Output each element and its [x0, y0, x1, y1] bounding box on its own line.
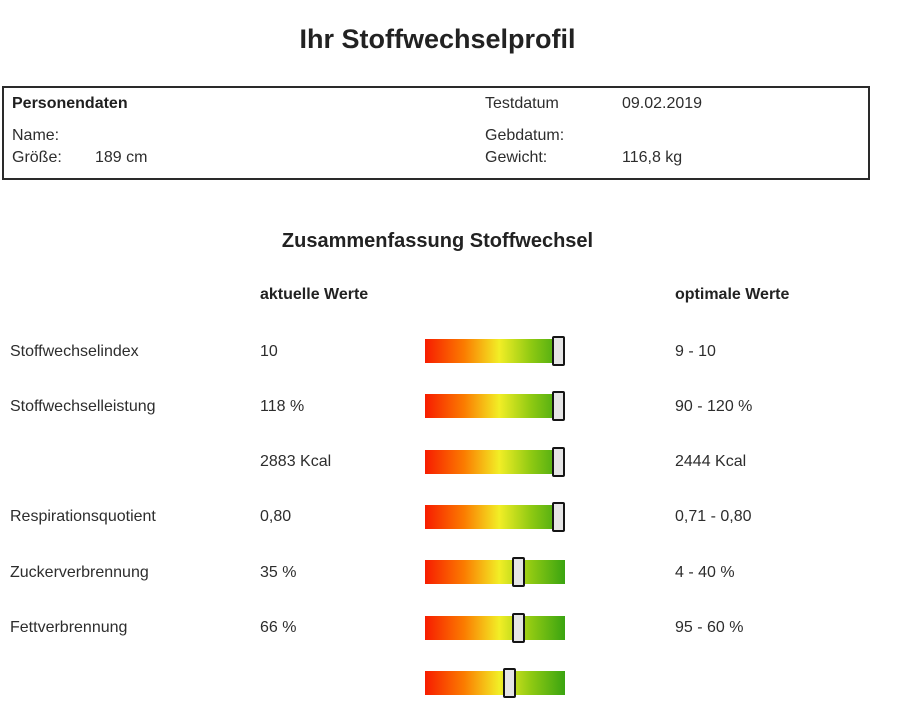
gauge-slider-handle [512, 557, 526, 588]
summary-row: Fettverbrennung 66 % 95 - 60 % [0, 601, 900, 656]
row-optimal-value: 4 - 40 % [675, 563, 735, 581]
row-optimal-value: 9 - 10 [675, 342, 716, 360]
row-current-value: 66 % [260, 619, 297, 636]
metabolism-report-page: { "title": "Ihr Stoffwechselprofil", "pe… [0, 24, 900, 698]
gauge-bar [425, 501, 565, 532]
gauge-bar [425, 391, 565, 422]
row-label: Respirationsquotient [10, 508, 156, 526]
testdate-value: 09.02.2019 [622, 95, 703, 112]
summary-heading: Zusammenfassung Stoffwechsel [281, 230, 594, 252]
gauge-slider-handle [551, 336, 565, 366]
row-optimal-value: 95 - 60 % [675, 619, 744, 636]
gauge-slider-handle [551, 446, 565, 477]
gauge-bar [425, 336, 565, 366]
birthdate-label: Gebdatum: [485, 127, 565, 144]
row-label: Zuckerverbrennung [10, 563, 149, 581]
row-current-value: 0,80 [260, 508, 292, 526]
gauge-bar [425, 446, 565, 477]
personal-data-heading: Personendaten [12, 95, 128, 112]
height-value: 189 cm [95, 149, 148, 166]
page-title: Ihr Stoffwechselprofil [299, 24, 576, 54]
row-label: Fettverbrennung [10, 619, 128, 636]
row-label: Stoffwechselindex [10, 342, 139, 360]
testdate-label: Testdatum [485, 95, 559, 112]
gauge-slider-handle [551, 501, 565, 532]
summary-row [0, 656, 900, 711]
summary-row: Respirationsquotient 0,80 0,71 - 0,80 [0, 490, 900, 545]
gauge-bar [425, 557, 565, 588]
summary-row: 2883 Kcal 2444 Kcal [0, 435, 900, 490]
height-label: Größe: [12, 149, 62, 166]
summary-row: Zuckerverbrennung 35 % 4 - 40 % [0, 545, 900, 600]
row-current-value: 2883 Kcal [260, 453, 332, 471]
summary-row: Stoffwechselleistung 118 % 90 - 120 % [0, 379, 900, 434]
row-current-value: 10 [260, 342, 278, 360]
summary-rows: Stoffwechselindex 10 9 - 10 Stoffwechsel… [0, 324, 900, 698]
weight-value: 116,8 kg [622, 149, 683, 166]
gauge-bar [425, 667, 565, 698]
gauge-bar [425, 612, 565, 643]
row-optimal-value: 2444 Kcal [675, 453, 747, 471]
row-optimal-value: 0,71 - 0,80 [675, 508, 752, 526]
summary-row: Stoffwechselindex 10 9 - 10 [0, 324, 900, 379]
column-header-current-values: aktuelle Werte [260, 286, 369, 303]
column-header-optimal-values: optimale Werte [675, 286, 790, 303]
row-optimal-value: 90 - 120 % [675, 397, 753, 415]
name-label: Name: [12, 127, 60, 144]
row-current-value: 35 % [260, 563, 297, 581]
weight-label: Gewicht: [485, 149, 548, 166]
gauge-slider-handle [551, 391, 565, 422]
row-label: Stoffwechselleistung [10, 397, 156, 415]
gauge-slider-handle [502, 667, 516, 698]
gauge-slider-handle [512, 612, 526, 643]
row-current-value: 118 % [260, 397, 305, 415]
personal-data-box: Personendaten Name: Größe: 189 cm Testda… [2, 86, 870, 180]
